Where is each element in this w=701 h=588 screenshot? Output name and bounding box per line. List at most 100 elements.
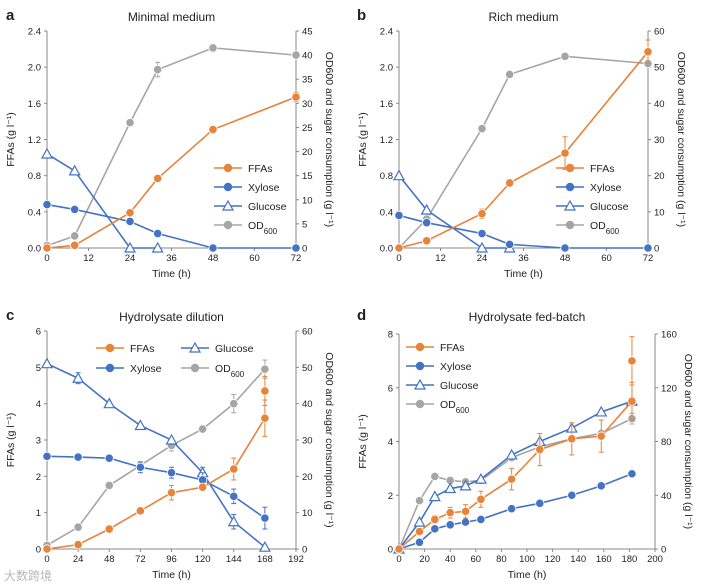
data-point [198, 482, 208, 492]
legend-label: Xylose [130, 363, 162, 375]
y-tick-label-right: 60 [654, 27, 665, 38]
data-point [535, 444, 545, 455]
panel-letter: d [357, 307, 366, 324]
data-point [414, 537, 425, 547]
y-tick-label-left: 0.4 [28, 207, 41, 218]
y-tick-label-right: 30 [654, 135, 665, 146]
x-tick-label: 12 [435, 253, 446, 264]
data-point [208, 124, 218, 135]
series-ffas-top [627, 336, 637, 386]
panel-title: Rich medium [488, 10, 558, 24]
legend-label: Xylose [248, 182, 280, 194]
x-tick-label: 72 [291, 253, 302, 264]
data-point [476, 494, 486, 504]
y-tick-label-right: 30 [302, 99, 313, 110]
y-axis-label-right: OD600 and sugar consumption (g l⁻¹) [323, 352, 335, 527]
data-point [198, 424, 208, 434]
legend-label: Glucose [590, 201, 629, 213]
data-point [474, 472, 487, 484]
series-line [398, 214, 648, 249]
x-tick-label: 24 [73, 554, 84, 565]
data-point [260, 513, 270, 523]
series-line [46, 96, 297, 249]
legend-label: Glucose [215, 343, 254, 355]
data-point [414, 496, 425, 506]
y-tick-label-left: 4 [36, 399, 41, 410]
series-line [46, 47, 297, 247]
y-tick-label-right: 40 [302, 51, 313, 62]
data-point [229, 491, 239, 501]
legend-item-ffas: FFAs [406, 342, 465, 354]
legend-marker [413, 378, 427, 390]
legend-marker [105, 343, 115, 353]
y-tick-label-right: 10 [302, 195, 313, 206]
y-tick-label-right: 50 [302, 363, 313, 374]
data-point [123, 241, 137, 253]
data-point [208, 243, 218, 253]
y-tick-label-left: 2 [388, 491, 393, 502]
y-tick-label-left: 1 [36, 508, 41, 519]
y-tick-label-right: 40 [661, 491, 672, 502]
y-tick-label-right: 0 [661, 545, 666, 556]
y-tick-label-left: 4 [388, 437, 393, 448]
series-line [46, 203, 296, 249]
x-tick-label: 36 [166, 253, 177, 264]
data-point [627, 396, 637, 406]
data-point [505, 448, 518, 460]
data-point [445, 520, 455, 530]
y-tick-label-right: 40 [302, 399, 313, 410]
data-point [430, 471, 440, 482]
y-tick-label-left: 1.2 [380, 135, 393, 146]
series-ffas-top [260, 375, 270, 406]
y-tick-label-left: 2.4 [28, 27, 41, 38]
y-tick-label-left: 0.0 [380, 244, 393, 255]
series-ffas [42, 91, 301, 253]
data-point [134, 419, 147, 431]
y-tick-label-left: 1.6 [380, 99, 393, 110]
y-tick-label-left: 2.0 [28, 63, 41, 74]
legend-label: Glucose [440, 380, 479, 392]
data-point [595, 405, 608, 417]
legend-marker [565, 182, 575, 192]
data-point [596, 481, 606, 491]
x-tick-label: 0 [44, 554, 49, 565]
series-line [46, 417, 266, 550]
data-point [291, 50, 301, 60]
data-point [507, 504, 517, 514]
data-point [125, 208, 135, 218]
data-point [73, 540, 83, 550]
x-tick-label: 20 [419, 554, 430, 565]
y-tick-label-right: 45 [302, 27, 313, 38]
x-tick-label: 40 [445, 554, 456, 565]
data-point [394, 243, 404, 253]
legend-marker [415, 399, 425, 409]
panel-b: b Rich medium 0 12 24 36 48 60 72 Time (h) 0.0 0.4 0… [357, 7, 687, 280]
legend-item-glucose: Glucose [181, 341, 254, 355]
y-tick-label-left: 2.4 [380, 27, 393, 38]
y-tick-label-right: 80 [661, 437, 672, 448]
data-point [229, 464, 239, 474]
y-axis-label-left: FFAs (g l⁻¹) [5, 413, 17, 468]
data-point [70, 204, 80, 215]
data-point [260, 413, 270, 423]
legend-item-ffas: FFAs [96, 343, 155, 355]
y-tick-label-left: 1.2 [28, 135, 41, 146]
data-point [153, 64, 163, 75]
x-tick-label: 140 [570, 554, 586, 565]
legend-marker [188, 341, 202, 353]
x-tick-label: 192 [288, 554, 304, 565]
data-point [68, 164, 81, 176]
y-tick-label-left: 2 [36, 472, 41, 483]
legend-label: FFAs [440, 342, 465, 354]
y-tick-label-left: 0.8 [28, 171, 41, 182]
data-point [430, 524, 440, 534]
legend-item-od600: OD600 [181, 363, 245, 379]
data-point [596, 431, 606, 441]
legend-item-xylose: Xylose [214, 182, 280, 194]
data-point [413, 515, 426, 527]
legend-item-ffas: FFAs [556, 163, 615, 175]
y-tick-label-right: 50 [654, 63, 665, 74]
data-point [227, 515, 240, 527]
